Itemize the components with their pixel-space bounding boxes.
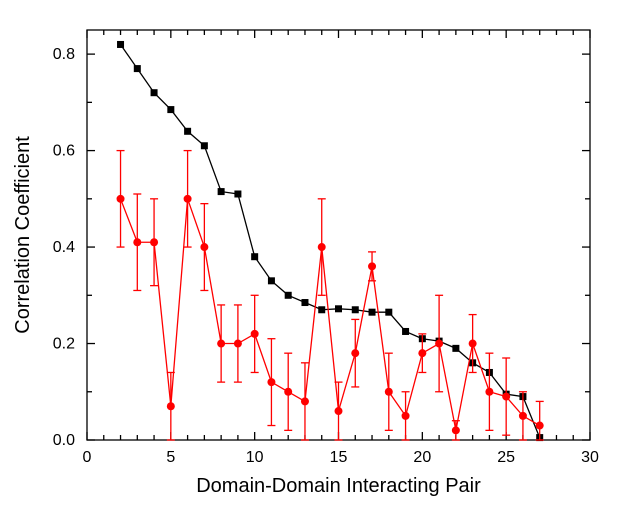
black-series-marker xyxy=(251,253,258,260)
red-series-line xyxy=(121,199,540,431)
black-series-marker xyxy=(268,277,275,284)
red-series-marker xyxy=(267,378,275,386)
red-series-marker xyxy=(167,402,175,410)
black-series-marker xyxy=(218,188,225,195)
black-series-marker xyxy=(385,309,392,316)
red-series-marker xyxy=(117,195,125,203)
red-series-marker xyxy=(150,238,158,246)
black-series-marker xyxy=(167,106,174,113)
red-series-marker xyxy=(368,262,376,270)
black-series-marker xyxy=(201,142,208,149)
x-tick-label: 25 xyxy=(497,449,515,466)
y-tick-label: 0.0 xyxy=(53,432,75,449)
black-series-marker xyxy=(369,309,376,316)
red-series-marker xyxy=(502,393,510,401)
black-series-marker xyxy=(318,306,325,313)
red-series-marker xyxy=(318,243,326,251)
black-series-marker xyxy=(452,345,459,352)
red-series-marker xyxy=(519,412,527,420)
red-series-marker xyxy=(385,388,393,396)
black-series-marker xyxy=(151,89,158,96)
black-series-marker xyxy=(234,191,241,198)
x-tick-label: 15 xyxy=(330,449,348,466)
black-series-marker xyxy=(402,328,409,335)
red-series-marker xyxy=(485,388,493,396)
x-tick-label: 30 xyxy=(581,449,599,466)
red-series-marker xyxy=(536,422,544,430)
y-tick-label: 0.2 xyxy=(53,336,75,353)
red-series-marker xyxy=(200,243,208,251)
black-series-marker xyxy=(335,305,342,312)
red-series-marker xyxy=(351,349,359,357)
y-tick-label: 0.4 xyxy=(53,239,75,256)
red-series-marker xyxy=(418,349,426,357)
black-series-marker xyxy=(134,65,141,72)
x-tick-label: 10 xyxy=(246,449,264,466)
black-series-marker xyxy=(301,299,308,306)
chart-svg: 0 5 10 15 20 25 30 0.0 0.2 0.4 0.6 0.8 Domain-Domain… xyxy=(0,0,627,515)
y-tick-label: 0.6 xyxy=(53,143,75,160)
red-series-marker xyxy=(217,340,225,348)
red-series-marker xyxy=(184,195,192,203)
black-series-marker xyxy=(352,306,359,313)
red-series-marker xyxy=(301,397,309,405)
red-series-marker xyxy=(335,407,343,415)
black-series-line xyxy=(121,44,540,437)
red-series-marker xyxy=(234,340,242,348)
red-series-marker xyxy=(284,388,292,396)
x-tick-label: 5 xyxy=(166,449,175,466)
black-series-marker xyxy=(117,41,124,48)
red-series-marker xyxy=(435,340,443,348)
red-series-marker xyxy=(133,238,141,246)
y-axis-title: Correlation Coefficient xyxy=(12,136,34,334)
black-series-marker xyxy=(285,292,292,299)
correlation-chart: 0 5 10 15 20 25 30 0.0 0.2 0.4 0.6 0.8 Domain-Domain… xyxy=(0,0,627,515)
red-series-marker xyxy=(251,330,259,338)
x-axis-title: Domain-Domain Interacting Pair xyxy=(196,475,481,497)
x-tick-label: 0 xyxy=(83,449,92,466)
red-series-marker xyxy=(452,426,460,434)
x-tick-label: 20 xyxy=(413,449,431,466)
y-tick-label: 0.8 xyxy=(53,46,75,63)
black-series-marker xyxy=(184,128,191,135)
red-series-marker xyxy=(402,412,410,420)
red-series-marker xyxy=(469,340,477,348)
